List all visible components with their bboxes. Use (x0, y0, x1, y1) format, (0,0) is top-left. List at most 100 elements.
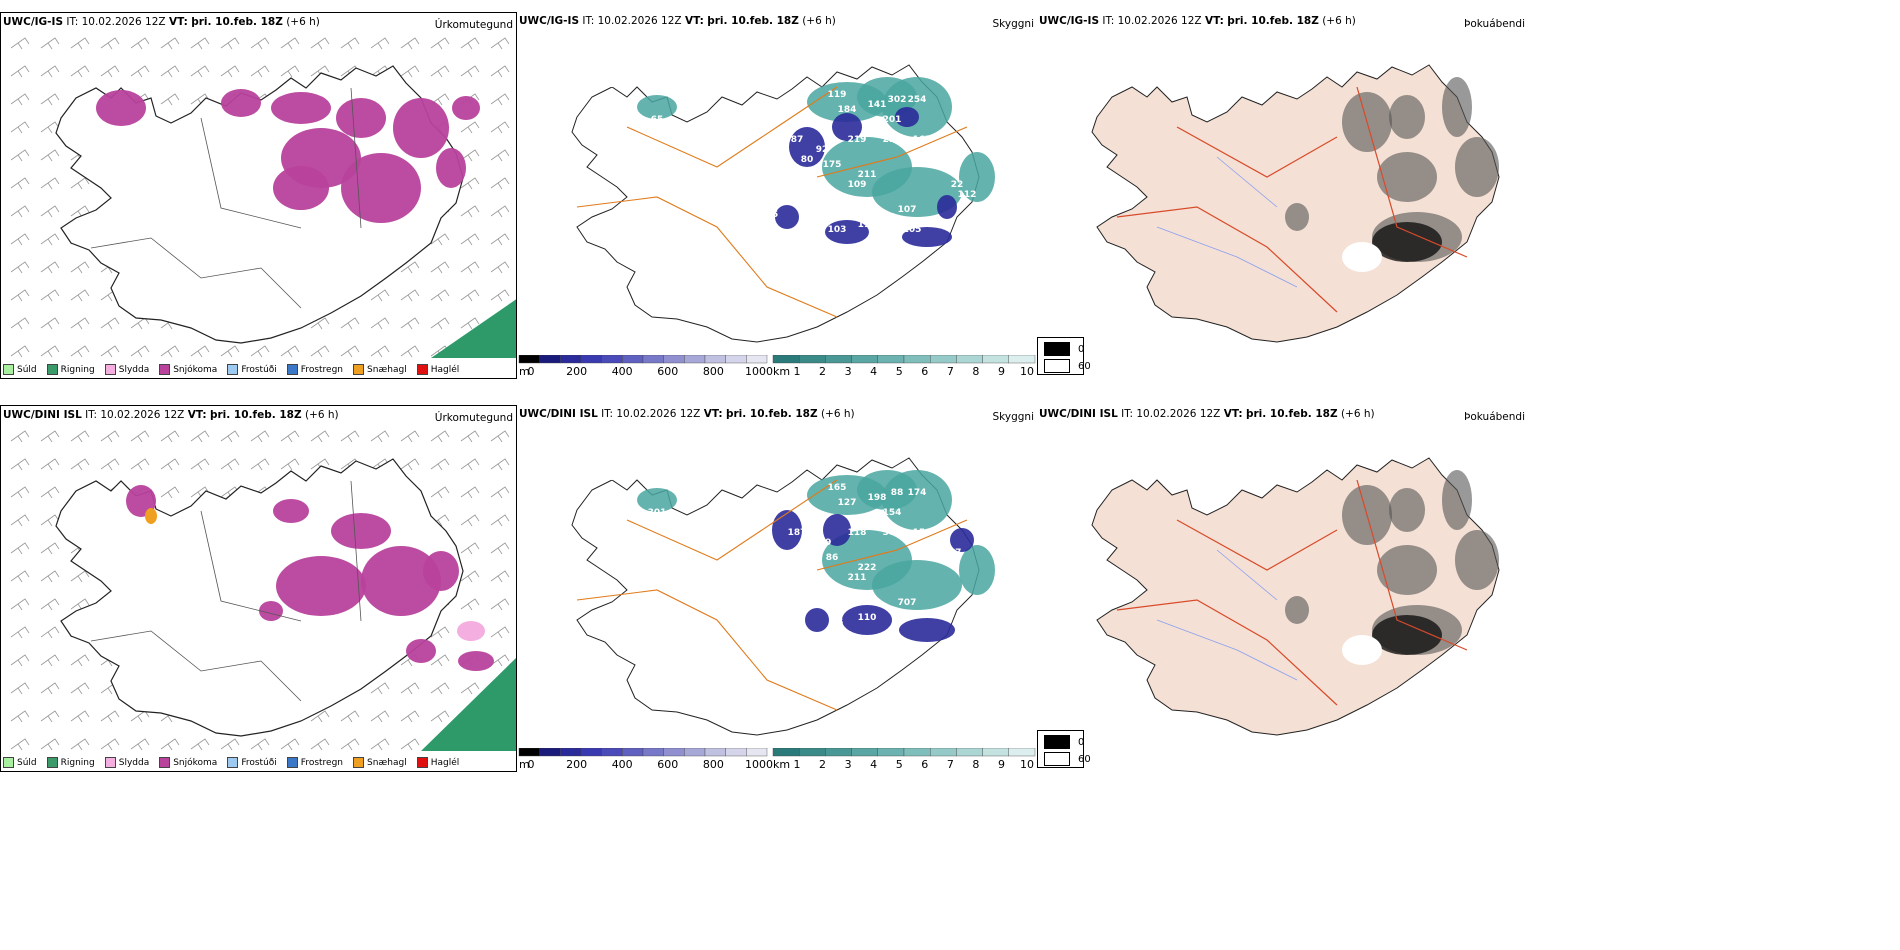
fog-area (1455, 530, 1499, 590)
colorbar-km-segment (772, 748, 800, 757)
legend-label: Frostúði (241, 364, 277, 375)
colorbar-m-tick: 600 (657, 365, 678, 378)
cloud-base-value: 87 (791, 135, 804, 145)
colorbar-km-tick: 4 (870, 758, 877, 771)
cloud-base-value: 119 (828, 90, 847, 100)
wind-barb (280, 738, 300, 751)
colorbar-m-segment (560, 355, 582, 364)
wind-barb (430, 710, 450, 723)
precip-area-rain (431, 299, 516, 358)
wind-barb (160, 345, 180, 358)
cloud-base-value: 219 (848, 135, 867, 145)
cloud-base-value: 302 (888, 95, 907, 105)
wind-barb (370, 738, 390, 751)
wind-barb (10, 430, 30, 443)
colorbar-km-unit: km (773, 758, 790, 771)
wind-barb (430, 37, 450, 50)
panel-title: UWC/DINI ISL IT: 10.02.2026 12Z VT: þri.… (519, 408, 855, 420)
wind-barb (130, 738, 150, 751)
wind-barb (250, 430, 270, 443)
wind-barb (40, 261, 60, 274)
legend-label: Haglél (430, 757, 460, 768)
wind-barb (400, 430, 420, 443)
cloud-base-value: 80 (801, 155, 814, 165)
colorbar-m-tick: 1000 (745, 365, 773, 378)
wind-barb (70, 261, 90, 274)
colorbar-m-segment (539, 748, 561, 757)
cloud-base-value: 151 (608, 80, 627, 90)
wind-barb (400, 317, 420, 330)
wind-barb (370, 37, 390, 50)
wind-barb (160, 486, 180, 499)
panel-name: Skyggni (992, 411, 1035, 423)
cloud-base-value: 302 (793, 561, 812, 571)
wind-barb (130, 345, 150, 358)
cloud-base-value: 96 (831, 618, 844, 628)
wind-barb (190, 738, 210, 751)
cloud-base-value: 214 (883, 135, 902, 145)
colorbar-km-segment (825, 748, 852, 757)
wind-barb (280, 37, 300, 50)
precip-legend: Súld Rigning Slydda Snjókoma Frostúði Frostre… (3, 364, 459, 375)
wind-barb (460, 682, 480, 695)
wind-barb (40, 458, 60, 471)
fog-map (1091, 457, 1500, 736)
cloud-base-value: 174 (908, 488, 927, 498)
legend-swatch (286, 364, 298, 375)
cloud-base-area (842, 605, 892, 635)
wind-barb (490, 486, 510, 499)
cloud-base-value: 189 (788, 488, 807, 498)
cloud-base-value: 211 (858, 170, 877, 180)
colorbar-km-tick: 7 (947, 365, 954, 378)
cloud-base-value: 156 (913, 528, 932, 538)
cloud-base-value: 150 (763, 603, 782, 613)
wind-barb (40, 710, 60, 723)
cloud-panel-top: UWC/IG-IS IT: 10.02.2026 12Z VT: þri. 10… (517, 12, 1037, 379)
legend-swatch (46, 364, 58, 375)
cloud-colorbars: m0 200 400 600 800 1000 km 1 2 3 4 5 6 7 8 9 10 (518, 355, 1036, 378)
wind-barb (490, 570, 510, 583)
wind-barb (100, 710, 120, 723)
wind-barb (490, 205, 510, 218)
cloud-base-value: 22 (951, 180, 964, 190)
wind-barb (130, 37, 150, 50)
wind-barb (100, 345, 120, 358)
colorbar-m-segment (725, 355, 747, 364)
wind-barb (370, 289, 390, 302)
wind-barb (40, 205, 60, 218)
colorbar-km-segment (851, 355, 879, 364)
cloud-base-value: 254 (908, 95, 927, 105)
colorbar-km-segment (1008, 355, 1036, 364)
wind-barb (130, 458, 150, 471)
cloud-base-area (789, 127, 825, 167)
panel-title: UWC/DINI ISL IT: 10.02.2026 12Z VT: þri.… (3, 409, 339, 421)
wind-barb (430, 233, 450, 246)
wind-barb (10, 486, 30, 499)
cloud-base-value: 47 (791, 95, 804, 105)
wind-barb (220, 458, 240, 471)
cloud-colorbars: m0 200 400 600 800 1000 km 1 2 3 4 5 6 7 8 9 10 (518, 748, 1036, 771)
cloud-base-value: 301 (648, 508, 667, 518)
wind-barb (400, 37, 420, 50)
roads (1116, 86, 1468, 313)
fog-area-dense (1372, 615, 1442, 655)
wind-barb (130, 430, 150, 443)
legend-item: Haglél (416, 364, 459, 375)
colorbar-km-unit: km (773, 365, 790, 378)
legend-item: Frostregn (286, 364, 343, 375)
wind-barb (100, 430, 120, 443)
wind-barb (460, 233, 480, 246)
fog-area (1285, 596, 1309, 624)
cloud-base-area (899, 618, 955, 642)
wind-barb (10, 177, 30, 190)
wind-barb (490, 37, 510, 50)
colorbar-m-segment (622, 355, 644, 364)
colorbar-m-tick: 200 (566, 365, 587, 378)
cloud-area (882, 77, 952, 137)
wind-barb (40, 486, 60, 499)
wind-barb (430, 626, 450, 639)
wind-barb (460, 430, 480, 443)
colorbar-km-segment (799, 748, 826, 757)
wind-barb (430, 289, 450, 302)
